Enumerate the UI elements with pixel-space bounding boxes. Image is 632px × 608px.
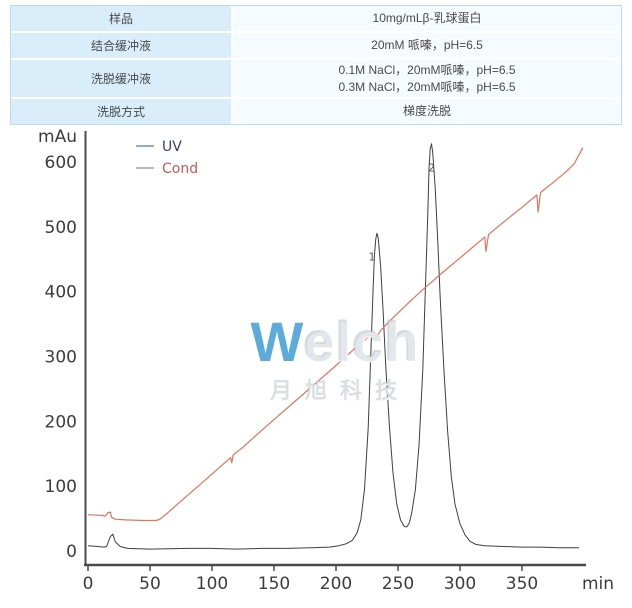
row-value: 10mg/mLβ-乳球蛋白 [233, 6, 621, 31]
x-tick-label: 150 [258, 574, 290, 594]
y-tick-label: 400 [45, 283, 77, 303]
cond-curve [87, 147, 584, 522]
row-label: 样品 [11, 6, 233, 31]
legend-label-uv: UV [162, 139, 182, 155]
row-label: 结合缓冲液 [11, 33, 233, 58]
table-row: 洗脱方式 梯度洗脱 [11, 99, 621, 124]
x-tick-label: 250 [382, 574, 414, 594]
table-row: 结合缓冲液 20mM 哌嗪，pH=6.5 [11, 33, 621, 60]
row-label: 洗脱缓冲液 [11, 60, 233, 97]
row-value-line: 梯度洗脱 [402, 104, 451, 119]
y-tick-label: 500 [45, 218, 77, 238]
peak-label-1: 1 [368, 250, 375, 263]
x-tick-label: 200 [320, 574, 352, 594]
x-tick-label: 100 [196, 574, 228, 594]
y-tick-label: 600 [45, 153, 77, 173]
x-tick-label: 350 [506, 574, 538, 594]
chromatogram-svg: 0 50 100 150 200 250 300 350 min 0 100 200 300 400 500… [38, 127, 614, 594]
y-tick-label: 0 [66, 542, 77, 562]
row-label: 洗脱方式 [11, 99, 233, 124]
y-axis-unit: mAu [38, 127, 77, 147]
y-tick-label: 100 [45, 477, 77, 497]
legend-label-cond: Cond [162, 161, 198, 177]
table-row: 洗脱缓冲液 0.1M NaCl，20mM哌嗪，pH=6.5 0.3M NaCl，… [11, 60, 621, 99]
x-tick-label: 0 [83, 574, 94, 594]
table-row: 样品 10mg/mLβ-乳球蛋白 [11, 6, 621, 33]
x-tick-label: 300 [444, 574, 476, 594]
row-value-line: 20mM 哌嗪，pH=6.5 [371, 38, 483, 53]
buffer-info-table: 样品 10mg/mLβ-乳球蛋白 结合缓冲液 20mM 哌嗪，pH=6.5 洗脱… [10, 5, 622, 125]
uv-curve [87, 143, 579, 550]
row-value-line: 0.3M NaCl，20mM哌嗪，pH=6.5 [338, 79, 516, 94]
row-value: 0.1M NaCl，20mM哌嗪，pH=6.5 0.3M NaCl，20mM哌嗪… [233, 60, 621, 97]
y-tick-label: 200 [45, 412, 77, 432]
peak-label-2: 2 [428, 162, 435, 175]
row-value: 梯度洗脱 [233, 99, 621, 124]
chromatogram-chart: 0 50 100 150 200 250 300 350 min 0 100 200 300 400 500… [0, 125, 632, 603]
row-value: 20mM 哌嗪，pH=6.5 [233, 33, 621, 58]
x-tick-label: 50 [139, 574, 161, 594]
row-value-line: 10mg/mLβ-乳球蛋白 [372, 11, 482, 26]
y-tick-label: 300 [45, 347, 77, 367]
row-value-line: 0.1M NaCl，20mM哌嗪，pH=6.5 [338, 63, 516, 78]
x-axis-unit: min [582, 574, 614, 594]
